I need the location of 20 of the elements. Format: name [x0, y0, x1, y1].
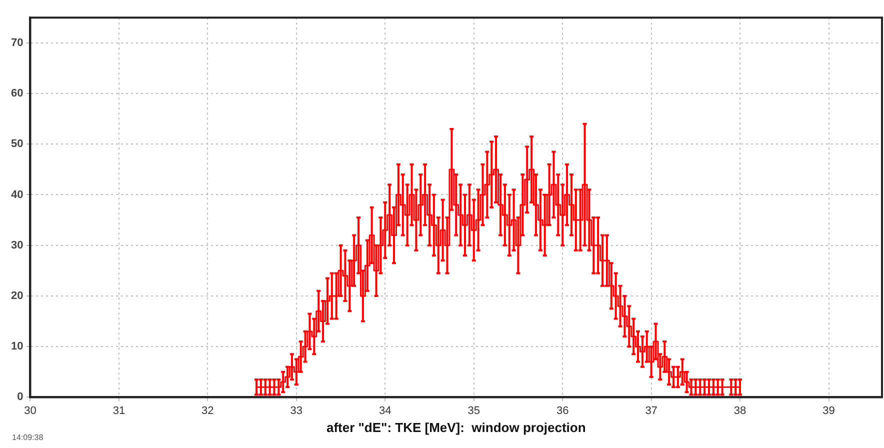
x-tick-label: 30: [24, 404, 36, 417]
y-tick-label: 30: [10, 239, 24, 252]
y-tick-label: 0: [17, 391, 24, 404]
y-tick-label: 40: [10, 188, 24, 201]
y-tick-label: 20: [10, 290, 24, 302]
x-tick-label: 34: [379, 404, 392, 417]
x-tick-label: 39: [822, 404, 835, 417]
y-tick-label: 70: [10, 36, 24, 49]
x-axis-title: after "dE": TKE [MeV]: window projection: [326, 420, 586, 435]
x-tick-label: 36: [556, 404, 569, 417]
x-tick-label: 38: [734, 404, 746, 417]
y-tick-label: 10: [10, 340, 24, 353]
x-tick-label: 35: [468, 404, 480, 417]
x-tick-label: 31: [112, 404, 126, 417]
text: 14:09:38: [12, 433, 44, 442]
x-tick-label: 33: [290, 404, 303, 417]
x-tick-label: 37: [645, 404, 658, 417]
x-tick-label: 32: [202, 404, 214, 417]
y-tick-label: 60: [10, 88, 24, 100]
y-tick-label: 50: [10, 138, 24, 150]
